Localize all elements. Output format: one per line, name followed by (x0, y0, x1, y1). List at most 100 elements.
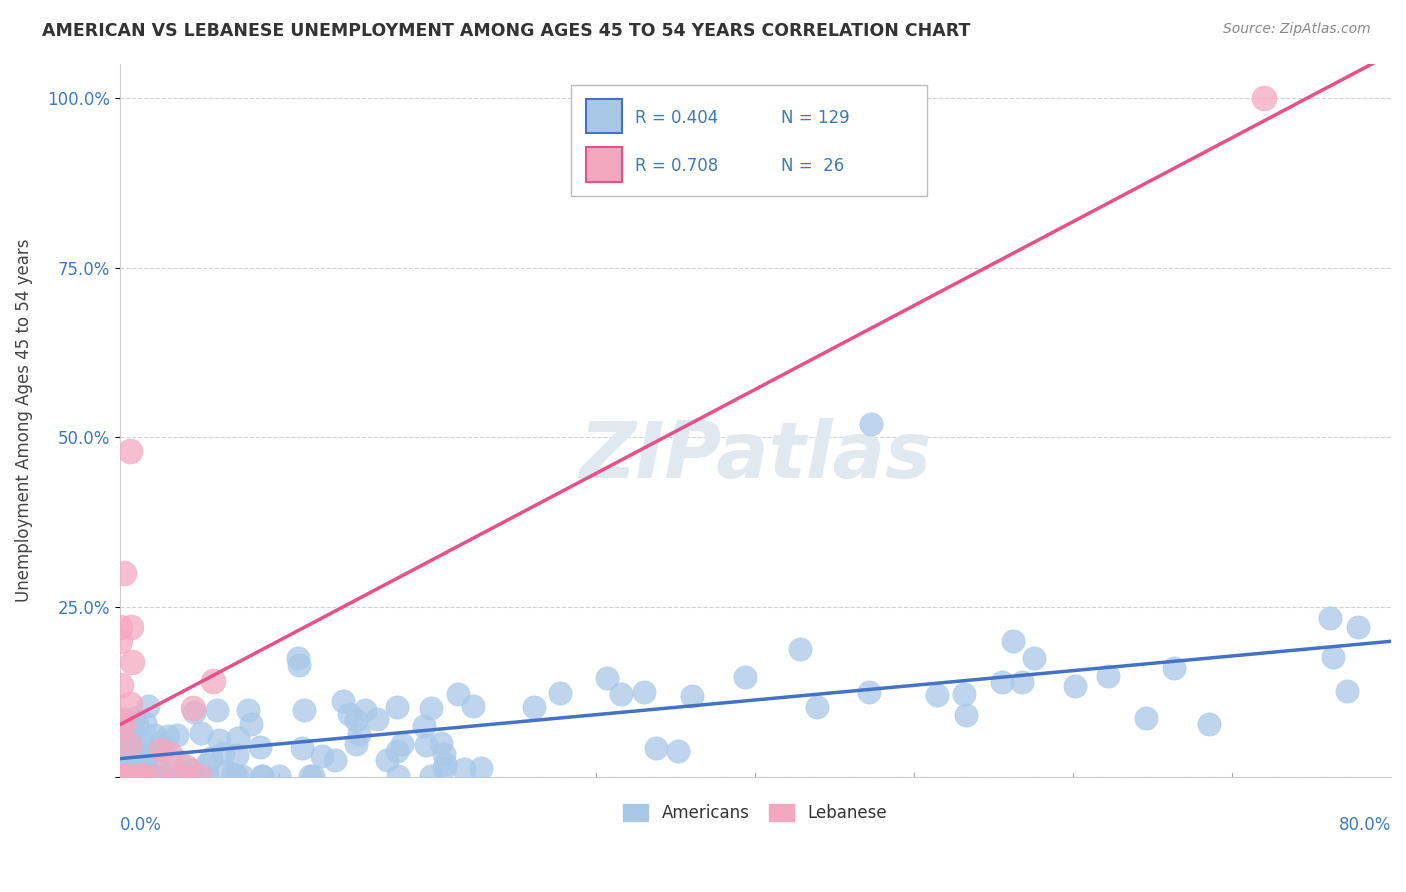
Point (347, 727, 370, 741)
Point (118, 737, 141, 751)
Point (131, 769, 153, 783)
Point (146, 769, 169, 783)
Point (1135, 711, 1157, 725)
Point (183, 706, 205, 720)
Point (287, 651, 309, 665)
Point (170, 769, 193, 783)
Point (181, 763, 204, 777)
Point (181, 769, 204, 783)
Point (148, 735, 170, 749)
Point (1198, 717, 1220, 731)
Point (226, 731, 249, 746)
Point (953, 686, 976, 700)
Point (153, 739, 176, 754)
Point (453, 763, 475, 777)
Point (125, 769, 148, 783)
Point (734, 670, 756, 684)
Point (115, 769, 138, 783)
Point (207, 703, 229, 717)
Text: N =  26: N = 26 (780, 157, 844, 175)
Point (433, 747, 456, 761)
Bar (586, 147, 621, 182)
Point (666, 744, 689, 758)
Point (110, 713, 132, 727)
Point (609, 687, 631, 701)
Point (150, 742, 173, 756)
Point (118, 769, 141, 783)
Point (344, 713, 367, 727)
Point (127, 769, 149, 783)
Point (145, 756, 167, 771)
Point (447, 688, 470, 702)
Point (174, 759, 197, 773)
Point (110, 760, 132, 774)
Point (859, 417, 882, 431)
FancyBboxPatch shape (571, 86, 927, 196)
Point (138, 769, 160, 783)
Point (226, 747, 249, 762)
Point (124, 755, 146, 769)
Text: 80.0%: 80.0% (1339, 816, 1391, 834)
Point (377, 753, 399, 767)
Point (184, 769, 207, 783)
Point (180, 769, 202, 783)
Point (155, 768, 177, 782)
Point (250, 769, 273, 783)
Point (681, 689, 703, 703)
Point (211, 746, 233, 760)
Point (112, 714, 135, 729)
Point (644, 741, 666, 756)
Point (112, 566, 135, 580)
Point (117, 729, 139, 743)
Point (302, 769, 325, 783)
Point (419, 701, 441, 715)
Point (136, 765, 159, 780)
Point (332, 694, 354, 708)
Point (344, 737, 367, 751)
Point (166, 769, 188, 783)
Point (166, 728, 188, 742)
Text: R = 0.708: R = 0.708 (634, 157, 718, 175)
Point (1002, 634, 1025, 648)
Point (132, 736, 155, 750)
Point (420, 769, 443, 783)
Point (415, 738, 437, 752)
Point (955, 707, 977, 722)
Point (143, 728, 166, 742)
Point (463, 699, 485, 714)
Point (433, 757, 456, 772)
Point (212, 764, 235, 778)
Point (208, 732, 231, 747)
Point (222, 767, 245, 781)
Point (114, 734, 136, 748)
Text: 0.0%: 0.0% (120, 816, 162, 834)
Point (249, 739, 271, 754)
Bar (586, 99, 621, 133)
Point (156, 729, 179, 743)
Point (127, 769, 149, 783)
Legend: Americans, Lebanese: Americans, Lebanese (617, 797, 894, 829)
Point (1253, 91, 1275, 105)
Point (595, 671, 617, 685)
Point (927, 688, 949, 702)
Point (1022, 650, 1045, 665)
Point (125, 739, 148, 754)
Point (163, 769, 186, 783)
Text: R = 0.404: R = 0.404 (634, 109, 718, 127)
Point (387, 769, 409, 783)
Point (337, 706, 360, 721)
Point (138, 769, 160, 783)
Point (354, 703, 377, 717)
Point (385, 700, 408, 714)
Point (187, 769, 209, 783)
Point (385, 744, 408, 758)
Point (112, 712, 135, 726)
Point (167, 754, 190, 768)
Point (118, 739, 141, 753)
Point (633, 685, 655, 699)
Point (238, 704, 260, 718)
Point (112, 752, 135, 766)
Point (433, 761, 456, 775)
Point (125, 717, 148, 731)
Point (391, 737, 413, 751)
